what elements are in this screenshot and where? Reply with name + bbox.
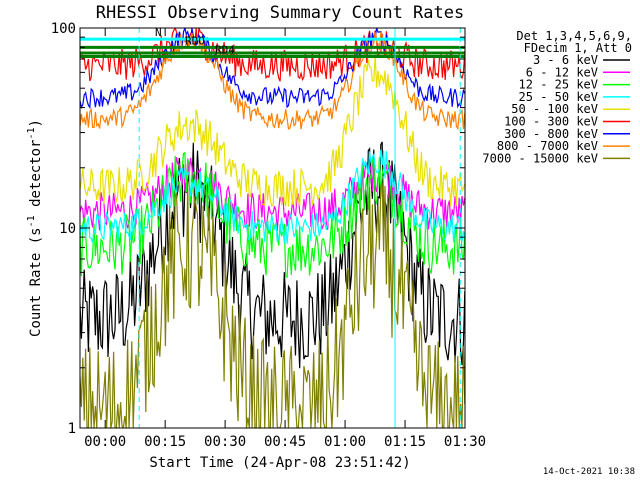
legend-label-5: 50 - 100 keV <box>511 102 598 116</box>
legend-header-line-2: FDecim 1, Att 0 <box>524 41 632 55</box>
legend-label-1: 3 - 6 keV <box>533 53 598 67</box>
x-tick-label-3: 00:30 <box>204 434 246 450</box>
legend-label-2: 6 - 12 keV <box>526 65 598 79</box>
series-line-6 <box>80 28 465 82</box>
x-tick-label-2: 00:15 <box>144 434 186 450</box>
legend-label-4: 25 - 50 keV <box>519 90 598 104</box>
y-axis: 1 10 100 <box>51 21 465 437</box>
y-tick-label-2: 10 <box>59 221 76 237</box>
series-line-3 <box>80 151 465 279</box>
chart-title: RHESSI Observing Summary Count Rates <box>96 3 464 23</box>
series-line-2 <box>80 154 465 231</box>
legend-label-9: 7000 - 15000 keV <box>482 151 598 165</box>
x-axis-label: Start Time (24-Apr-08 23:51:42) <box>149 455 410 471</box>
x-tick-label-7: 01:30 <box>444 434 486 450</box>
legend-label-6: 100 - 300 keV <box>504 115 598 129</box>
x-tick-label-5: 01:00 <box>324 434 366 450</box>
x-tick-label-6: 01:15 <box>384 434 426 450</box>
y-tick-label-1: 1 <box>68 421 76 437</box>
series-line-4 <box>80 149 465 244</box>
series-line-8 <box>80 30 465 131</box>
flag-label-rdo: RDO <box>185 34 205 47</box>
plot-area: N RDO RD4 <box>80 26 465 428</box>
timestamp: 14-Oct-2021 10:38 <box>543 467 635 477</box>
x-tick-label-1: 00:00 <box>84 434 126 450</box>
legend-header-line-1: Det 1,3,4,5,6,9, <box>516 29 632 43</box>
x-tick-label-4: 00:45 <box>264 434 306 450</box>
legend-label-8: 800 - 7000 keV <box>497 139 598 153</box>
flag-label-rd4: RD4 <box>215 44 235 57</box>
legend-label-3: 12 - 25 keV <box>519 78 598 92</box>
flag-label-n: N <box>155 26 162 39</box>
legend-label-7: 300 - 800 keV <box>504 127 598 141</box>
series-line-7 <box>80 28 465 110</box>
series-layer <box>80 28 465 428</box>
y-axis-label: Count Rate (s-1 detector-1) <box>26 119 44 337</box>
y-tick-label-3: 100 <box>51 21 76 37</box>
legend: Det 1,3,4,5,6,9, FDecim 1, Att 0 3 - 6 k… <box>482 29 632 165</box>
series-line-5 <box>80 54 465 207</box>
x-axis: 00:00 00:15 00:30 00:45 01:00 01:15 01:30 <box>84 28 486 450</box>
series-line-9 <box>80 180 465 428</box>
flag-layer: N RDO RD4 <box>80 26 465 59</box>
